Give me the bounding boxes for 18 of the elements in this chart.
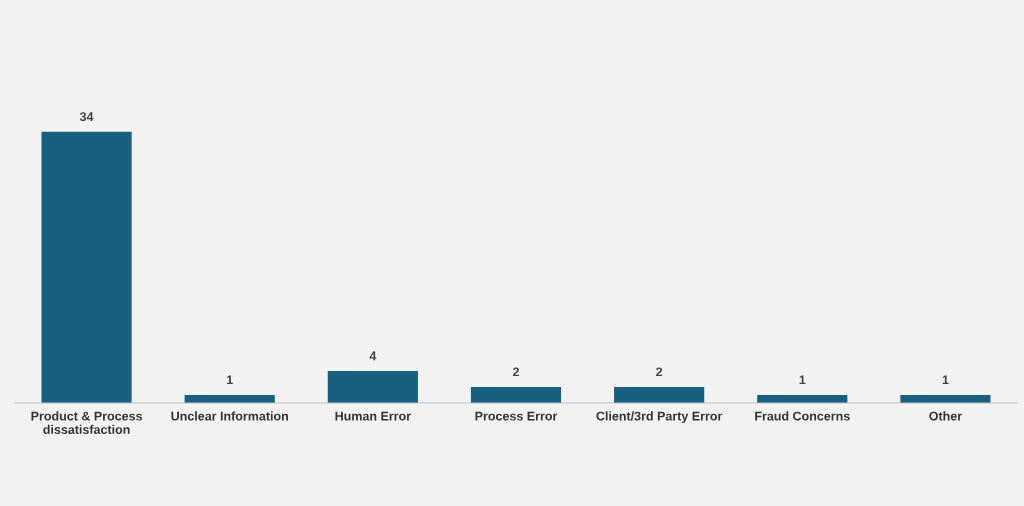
data-label: 2 [656,367,663,377]
x-tick-label: Human Error [335,411,411,421]
x-tick-label: Other [929,411,962,421]
bar [470,387,562,403]
x-tick-label: Product & Process dissatisfaction [31,411,142,434]
data-label: 4 [369,351,377,361]
x-tick-label: Client/3rd Party Error [596,411,723,423]
bar [327,371,418,403]
data-label: 1 [942,375,949,385]
x-tick-label: Unclear Information [171,411,288,421]
data-label: 2 [512,367,519,377]
x-tick-label: Process Error [475,411,558,421]
data-label: 34 [79,112,94,122]
x-tick-label: Fraud Concerns [755,411,850,421]
data-label: 1 [799,375,806,385]
data-label: 1 [227,375,233,385]
bar [41,131,132,403]
bar [614,387,705,403]
